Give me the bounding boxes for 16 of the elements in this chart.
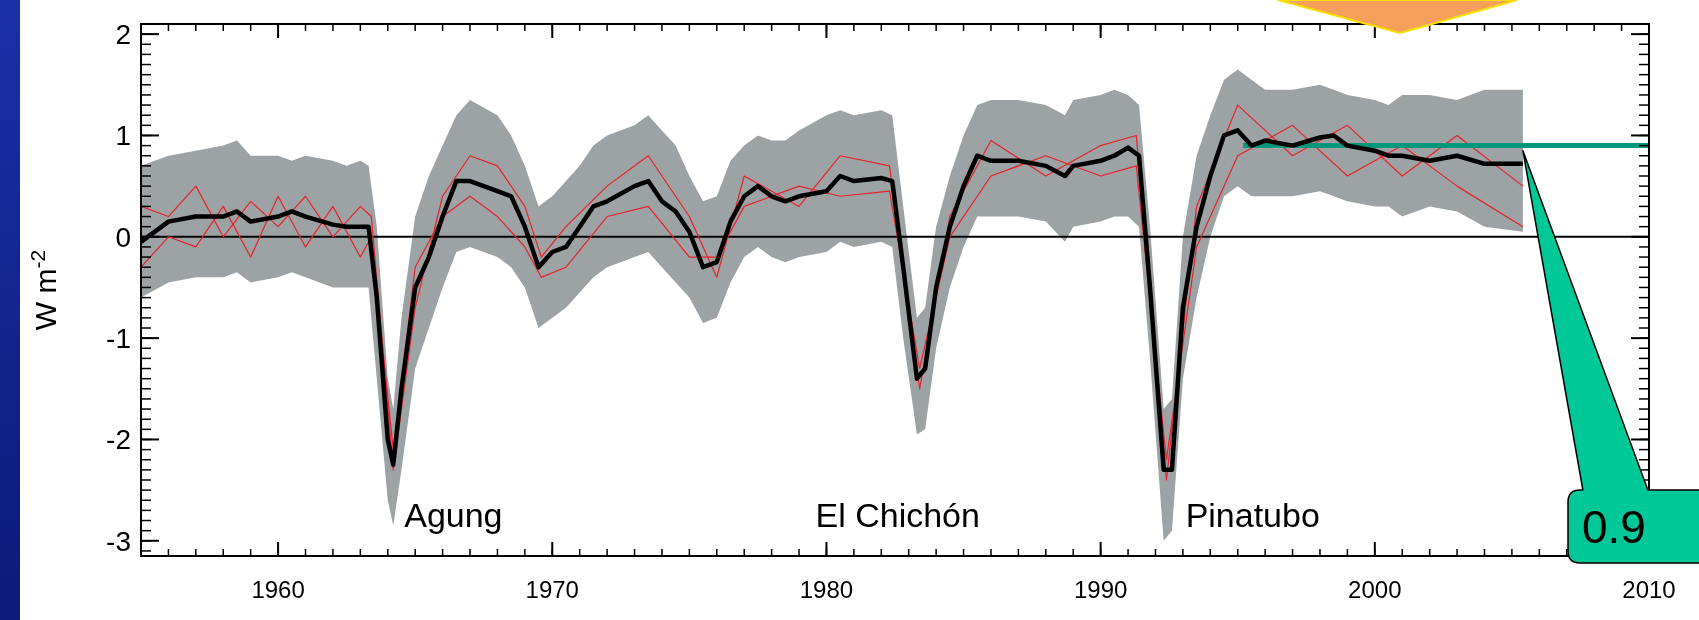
x-tick-label: 1970 (525, 576, 579, 603)
x-tick-label: 2000 (1348, 576, 1402, 603)
annotation: 0.9 (1582, 500, 1646, 553)
y-tick-label: 0 (115, 221, 131, 253)
annotation: Agung (404, 496, 503, 535)
annotation: Pinatubo (1185, 496, 1320, 535)
x-tick-label: 1980 (799, 576, 854, 603)
x-tick-label: 1990 (1073, 576, 1128, 603)
x-tick-label: 1960 (251, 576, 305, 603)
y-tick-label: 1 (115, 120, 131, 152)
annotation: El Chichón (815, 496, 980, 535)
y-tick-label: 2 (115, 18, 131, 50)
y-tick-label: -3 (106, 525, 131, 557)
y-tick-label: -1 (106, 322, 131, 354)
y-tick-label: -2 (106, 424, 131, 456)
x-tick-label: 2010 (1622, 576, 1676, 603)
